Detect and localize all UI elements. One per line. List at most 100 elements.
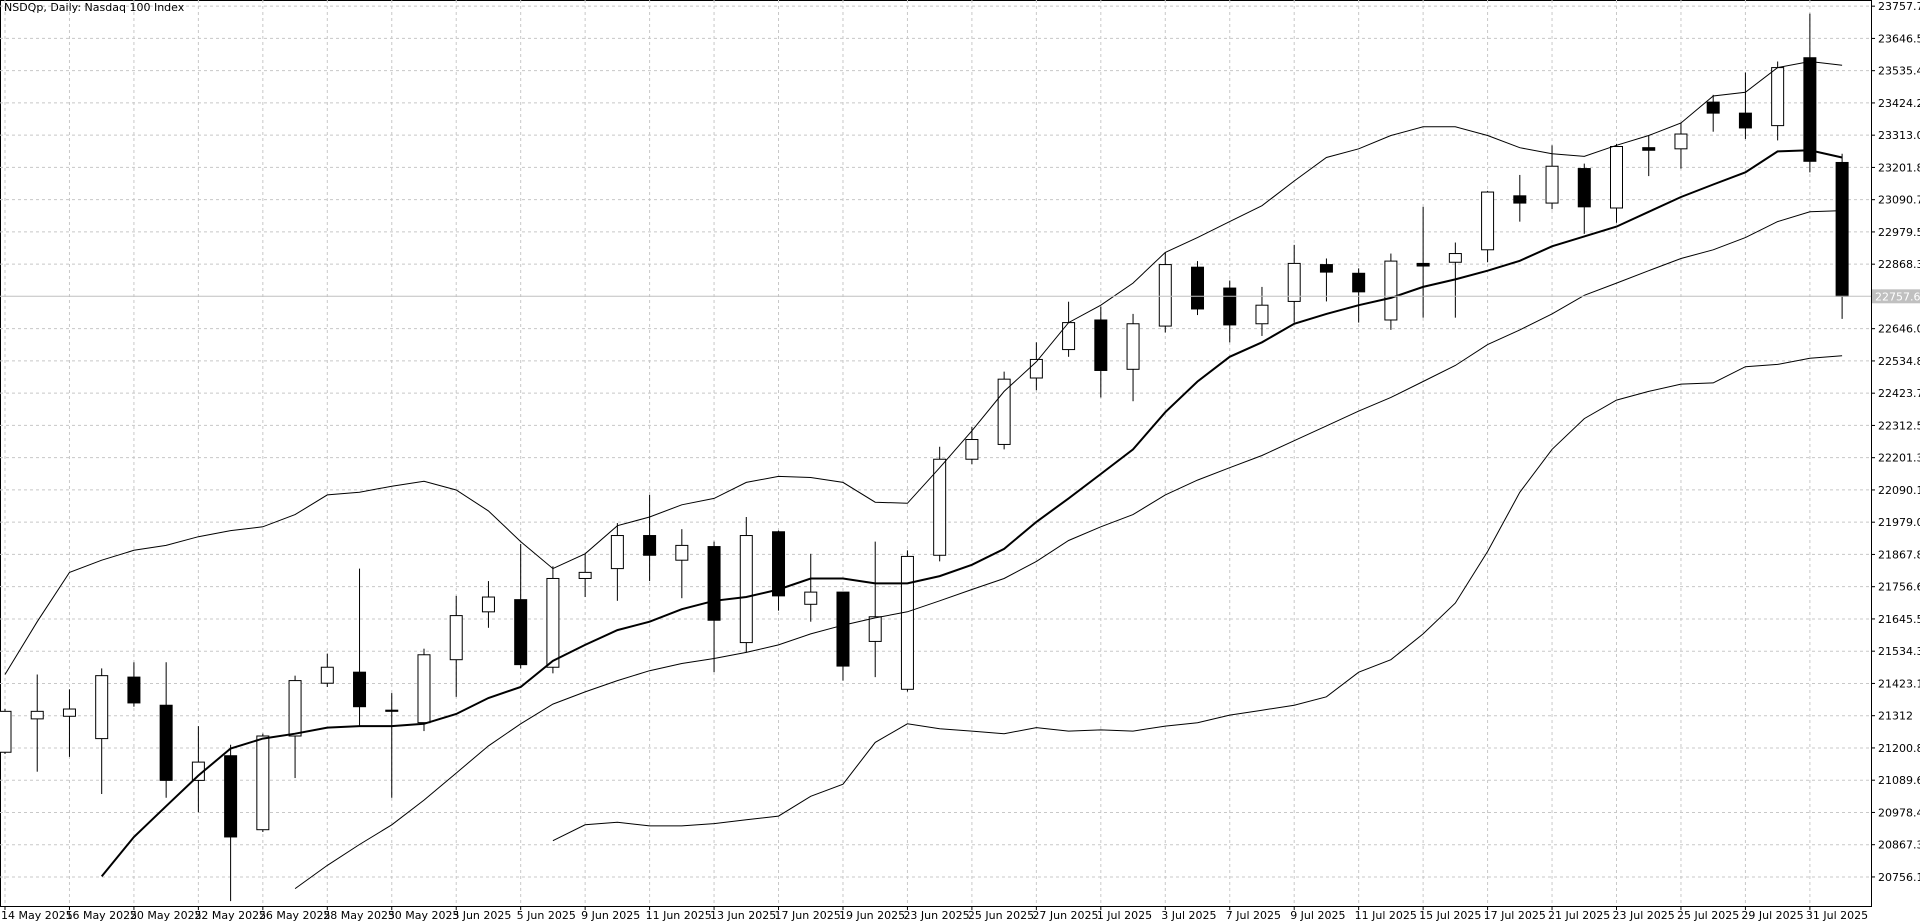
candle-body xyxy=(159,704,173,781)
candle-body xyxy=(772,531,786,597)
candle-body xyxy=(62,708,76,717)
x-tick-label: 19 Jun 2025 xyxy=(839,909,905,922)
candle-body xyxy=(95,675,109,740)
y-tick-label: 21756.68 xyxy=(1878,581,1920,594)
candle-body xyxy=(546,577,560,668)
candle-body xyxy=(739,535,753,644)
x-tick-label: 11 Jun 2025 xyxy=(646,909,712,922)
candle-body xyxy=(1319,264,1333,273)
current-price-label: 22757.62 xyxy=(1875,290,1920,303)
candle-body xyxy=(1803,57,1817,162)
candle-body xyxy=(256,735,270,831)
candle-body xyxy=(965,439,979,460)
y-tick-label: 21534.34 xyxy=(1878,645,1920,658)
x-tick-label: 23 Jul 2025 xyxy=(1613,909,1675,922)
candle-body xyxy=(997,378,1011,445)
x-tick-label: 28 May 2025 xyxy=(323,909,395,922)
y-tick-label: 20867.32 xyxy=(1878,839,1920,852)
y-tick-label: 23535.4 xyxy=(1878,65,1920,78)
candle-body xyxy=(1513,195,1527,204)
candle-body xyxy=(933,458,947,556)
y-tick-label: 21089.66 xyxy=(1878,774,1920,787)
y-tick-label: 22979.55 xyxy=(1878,226,1920,239)
y-tick-label: 23201.89 xyxy=(1878,161,1920,174)
x-tick-label: 14 May 2025 xyxy=(1,909,73,922)
y-tick-label: 21423.17 xyxy=(1878,677,1920,690)
candle-body xyxy=(707,546,721,621)
x-tick-label: 1 Jul 2025 xyxy=(1097,909,1152,922)
y-tick-label: 20756.15 xyxy=(1878,871,1920,884)
candle-body xyxy=(610,535,624,570)
candle-body xyxy=(1062,322,1076,351)
x-tick-label: 22 May 2025 xyxy=(194,909,266,922)
candle-body xyxy=(30,710,44,720)
y-tick-label: 21200.83 xyxy=(1878,742,1920,755)
x-tick-label: 27 Jun 2025 xyxy=(1032,909,1098,922)
candle-body xyxy=(804,591,818,605)
candle-body xyxy=(1642,147,1656,151)
y-tick-label: 22201.36 xyxy=(1878,452,1920,465)
y-tick-label: 22868.38 xyxy=(1878,258,1920,271)
candle-body xyxy=(1835,161,1849,297)
candle-body xyxy=(353,671,367,708)
y-tick-label: 23646.57 xyxy=(1878,32,1920,45)
y-tick-label: 21979.02 xyxy=(1878,516,1920,529)
candle-body xyxy=(1545,165,1559,204)
x-tick-label: 17 Jul 2025 xyxy=(1484,909,1546,922)
y-tick-label: 23090.72 xyxy=(1878,194,1920,207)
candle-body xyxy=(1223,287,1237,326)
candle-body xyxy=(675,544,689,561)
marks xyxy=(0,13,1849,902)
candle-body xyxy=(1610,146,1623,209)
x-tick-label: 31 Jul 2025 xyxy=(1806,909,1868,922)
x-tick-label: 30 May 2025 xyxy=(388,909,460,922)
y-tick-label: 22534.87 xyxy=(1878,355,1920,368)
candle-body xyxy=(1481,191,1495,251)
candle-body xyxy=(288,680,302,737)
y-tick-label: 23313.06 xyxy=(1878,129,1920,142)
x-tick-label: 26 May 2025 xyxy=(259,909,331,922)
indicator-line xyxy=(552,355,1843,842)
y-tick-label: 22312.53 xyxy=(1878,419,1920,432)
y-tick-label: 22646.04 xyxy=(1878,323,1920,336)
candle-body xyxy=(1158,264,1172,327)
candle-body xyxy=(1706,101,1720,114)
candle-body xyxy=(127,676,141,704)
x-tick-label: 3 Jul 2025 xyxy=(1161,909,1216,922)
candle-body xyxy=(224,755,238,838)
x-tick-label: 3 Jun 2025 xyxy=(452,909,511,922)
candle-body xyxy=(1287,262,1301,302)
x-tick-label: 13 Jun 2025 xyxy=(710,909,776,922)
indicator-line xyxy=(294,210,1843,890)
candle-body xyxy=(1126,323,1140,370)
y-tick-label: 21645.51 xyxy=(1878,613,1920,626)
y-tick-label: 21867.85 xyxy=(1878,548,1920,561)
x-tick-label: 9 Jul 2025 xyxy=(1290,909,1345,922)
candle-body xyxy=(1674,133,1688,150)
y-tick-label: 22090.19 xyxy=(1878,484,1920,497)
candle-body xyxy=(1352,272,1366,293)
candle-body xyxy=(1191,266,1205,310)
y-tick-label: 22423.7 xyxy=(1878,387,1920,400)
chart-title: NSDQp, Daily: Nasdaq 100 Index xyxy=(4,1,185,14)
y-tick-label: 23424.23 xyxy=(1878,97,1920,110)
candle-body xyxy=(481,596,495,613)
indicator-line xyxy=(4,60,1843,675)
plot-frame xyxy=(0,0,1872,907)
candle-body xyxy=(578,571,592,579)
candle-body xyxy=(836,591,850,667)
x-tick-label: 7 Jul 2025 xyxy=(1226,909,1281,922)
x-tick-label: 9 Jun 2025 xyxy=(581,909,640,922)
indicator-line xyxy=(100,149,1843,878)
x-tick-label: 5 Jun 2025 xyxy=(517,909,576,922)
candle-body xyxy=(1577,168,1591,208)
candle-body xyxy=(449,615,463,661)
candle-body xyxy=(1384,260,1398,321)
x-tick-label: 29 Jul 2025 xyxy=(1741,909,1803,922)
x-tick-label: 11 Jul 2025 xyxy=(1355,909,1417,922)
x-tick-label: 20 May 2025 xyxy=(130,909,202,922)
candle-body xyxy=(1448,253,1462,263)
y-tick-label: 21312 xyxy=(1878,710,1913,723)
